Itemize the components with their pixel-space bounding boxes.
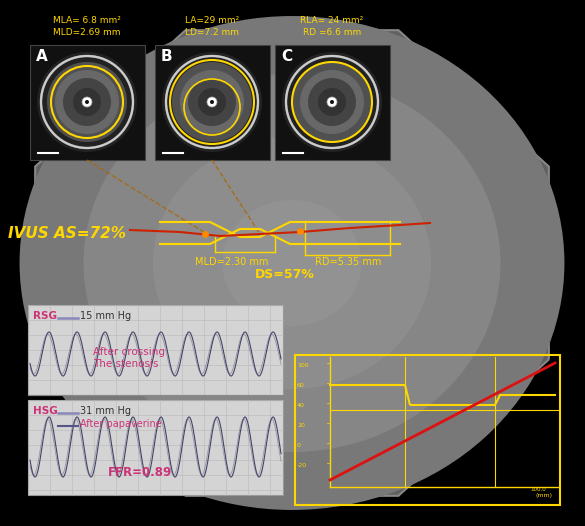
Circle shape xyxy=(207,97,217,107)
Bar xyxy=(295,355,560,505)
Circle shape xyxy=(47,62,127,142)
Circle shape xyxy=(37,52,137,152)
Bar xyxy=(30,45,145,160)
Text: IVUS AS=72%: IVUS AS=72% xyxy=(8,226,126,241)
Text: C: C xyxy=(281,49,292,64)
Circle shape xyxy=(85,100,89,104)
Ellipse shape xyxy=(222,200,362,326)
Text: 15 mm Hg: 15 mm Hg xyxy=(80,311,131,321)
Text: A: A xyxy=(36,49,48,64)
Text: DS=57%: DS=57% xyxy=(255,268,315,281)
Circle shape xyxy=(210,100,214,104)
Circle shape xyxy=(180,70,244,134)
Text: The stenosis: The stenosis xyxy=(93,359,159,369)
Text: MLA= 6.8 mm²: MLA= 6.8 mm² xyxy=(53,16,121,25)
Text: FFR=0.89: FFR=0.89 xyxy=(108,466,172,479)
Text: 20: 20 xyxy=(297,423,305,428)
Text: 60: 60 xyxy=(297,383,305,388)
Bar xyxy=(155,45,270,160)
Text: After papaverine: After papaverine xyxy=(80,419,161,429)
Text: 100: 100 xyxy=(297,363,309,368)
Ellipse shape xyxy=(19,16,565,510)
Bar xyxy=(275,45,390,160)
Circle shape xyxy=(63,78,111,126)
Text: 40: 40 xyxy=(297,403,305,408)
Text: LA=29 mm²: LA=29 mm² xyxy=(185,16,239,25)
Text: 31 mm Hg: 31 mm Hg xyxy=(80,406,131,416)
Text: 100.0: 100.0 xyxy=(530,487,546,492)
Circle shape xyxy=(198,88,226,116)
Ellipse shape xyxy=(153,137,431,389)
Circle shape xyxy=(308,78,356,126)
Text: B: B xyxy=(161,49,173,64)
Circle shape xyxy=(330,100,334,104)
Circle shape xyxy=(162,52,262,152)
Text: MLD=2.30 mm: MLD=2.30 mm xyxy=(195,257,269,267)
Circle shape xyxy=(82,97,92,107)
Text: 0: 0 xyxy=(297,443,301,448)
Polygon shape xyxy=(35,30,549,496)
Bar xyxy=(28,400,283,495)
Circle shape xyxy=(172,62,252,142)
Circle shape xyxy=(282,52,382,152)
Circle shape xyxy=(292,62,372,142)
Circle shape xyxy=(73,88,101,116)
Text: RSG: RSG xyxy=(33,311,57,321)
Text: RLA= 24 mm²: RLA= 24 mm² xyxy=(300,16,364,25)
Text: -20: -20 xyxy=(297,463,307,468)
Text: MLD=2.69 mm: MLD=2.69 mm xyxy=(53,28,121,37)
Text: (mm): (mm) xyxy=(535,493,552,498)
Circle shape xyxy=(327,97,337,107)
Text: RD =6.6 mm: RD =6.6 mm xyxy=(303,28,361,37)
Text: HSG: HSG xyxy=(33,406,58,416)
Text: LD=7.2 mm: LD=7.2 mm xyxy=(185,28,239,37)
Circle shape xyxy=(300,70,364,134)
Bar xyxy=(28,305,283,395)
Circle shape xyxy=(188,78,236,126)
Ellipse shape xyxy=(84,74,501,452)
Text: After crossing: After crossing xyxy=(93,347,165,357)
Text: RD=5.35 mm: RD=5.35 mm xyxy=(315,257,381,267)
Circle shape xyxy=(55,70,119,134)
Circle shape xyxy=(318,88,346,116)
